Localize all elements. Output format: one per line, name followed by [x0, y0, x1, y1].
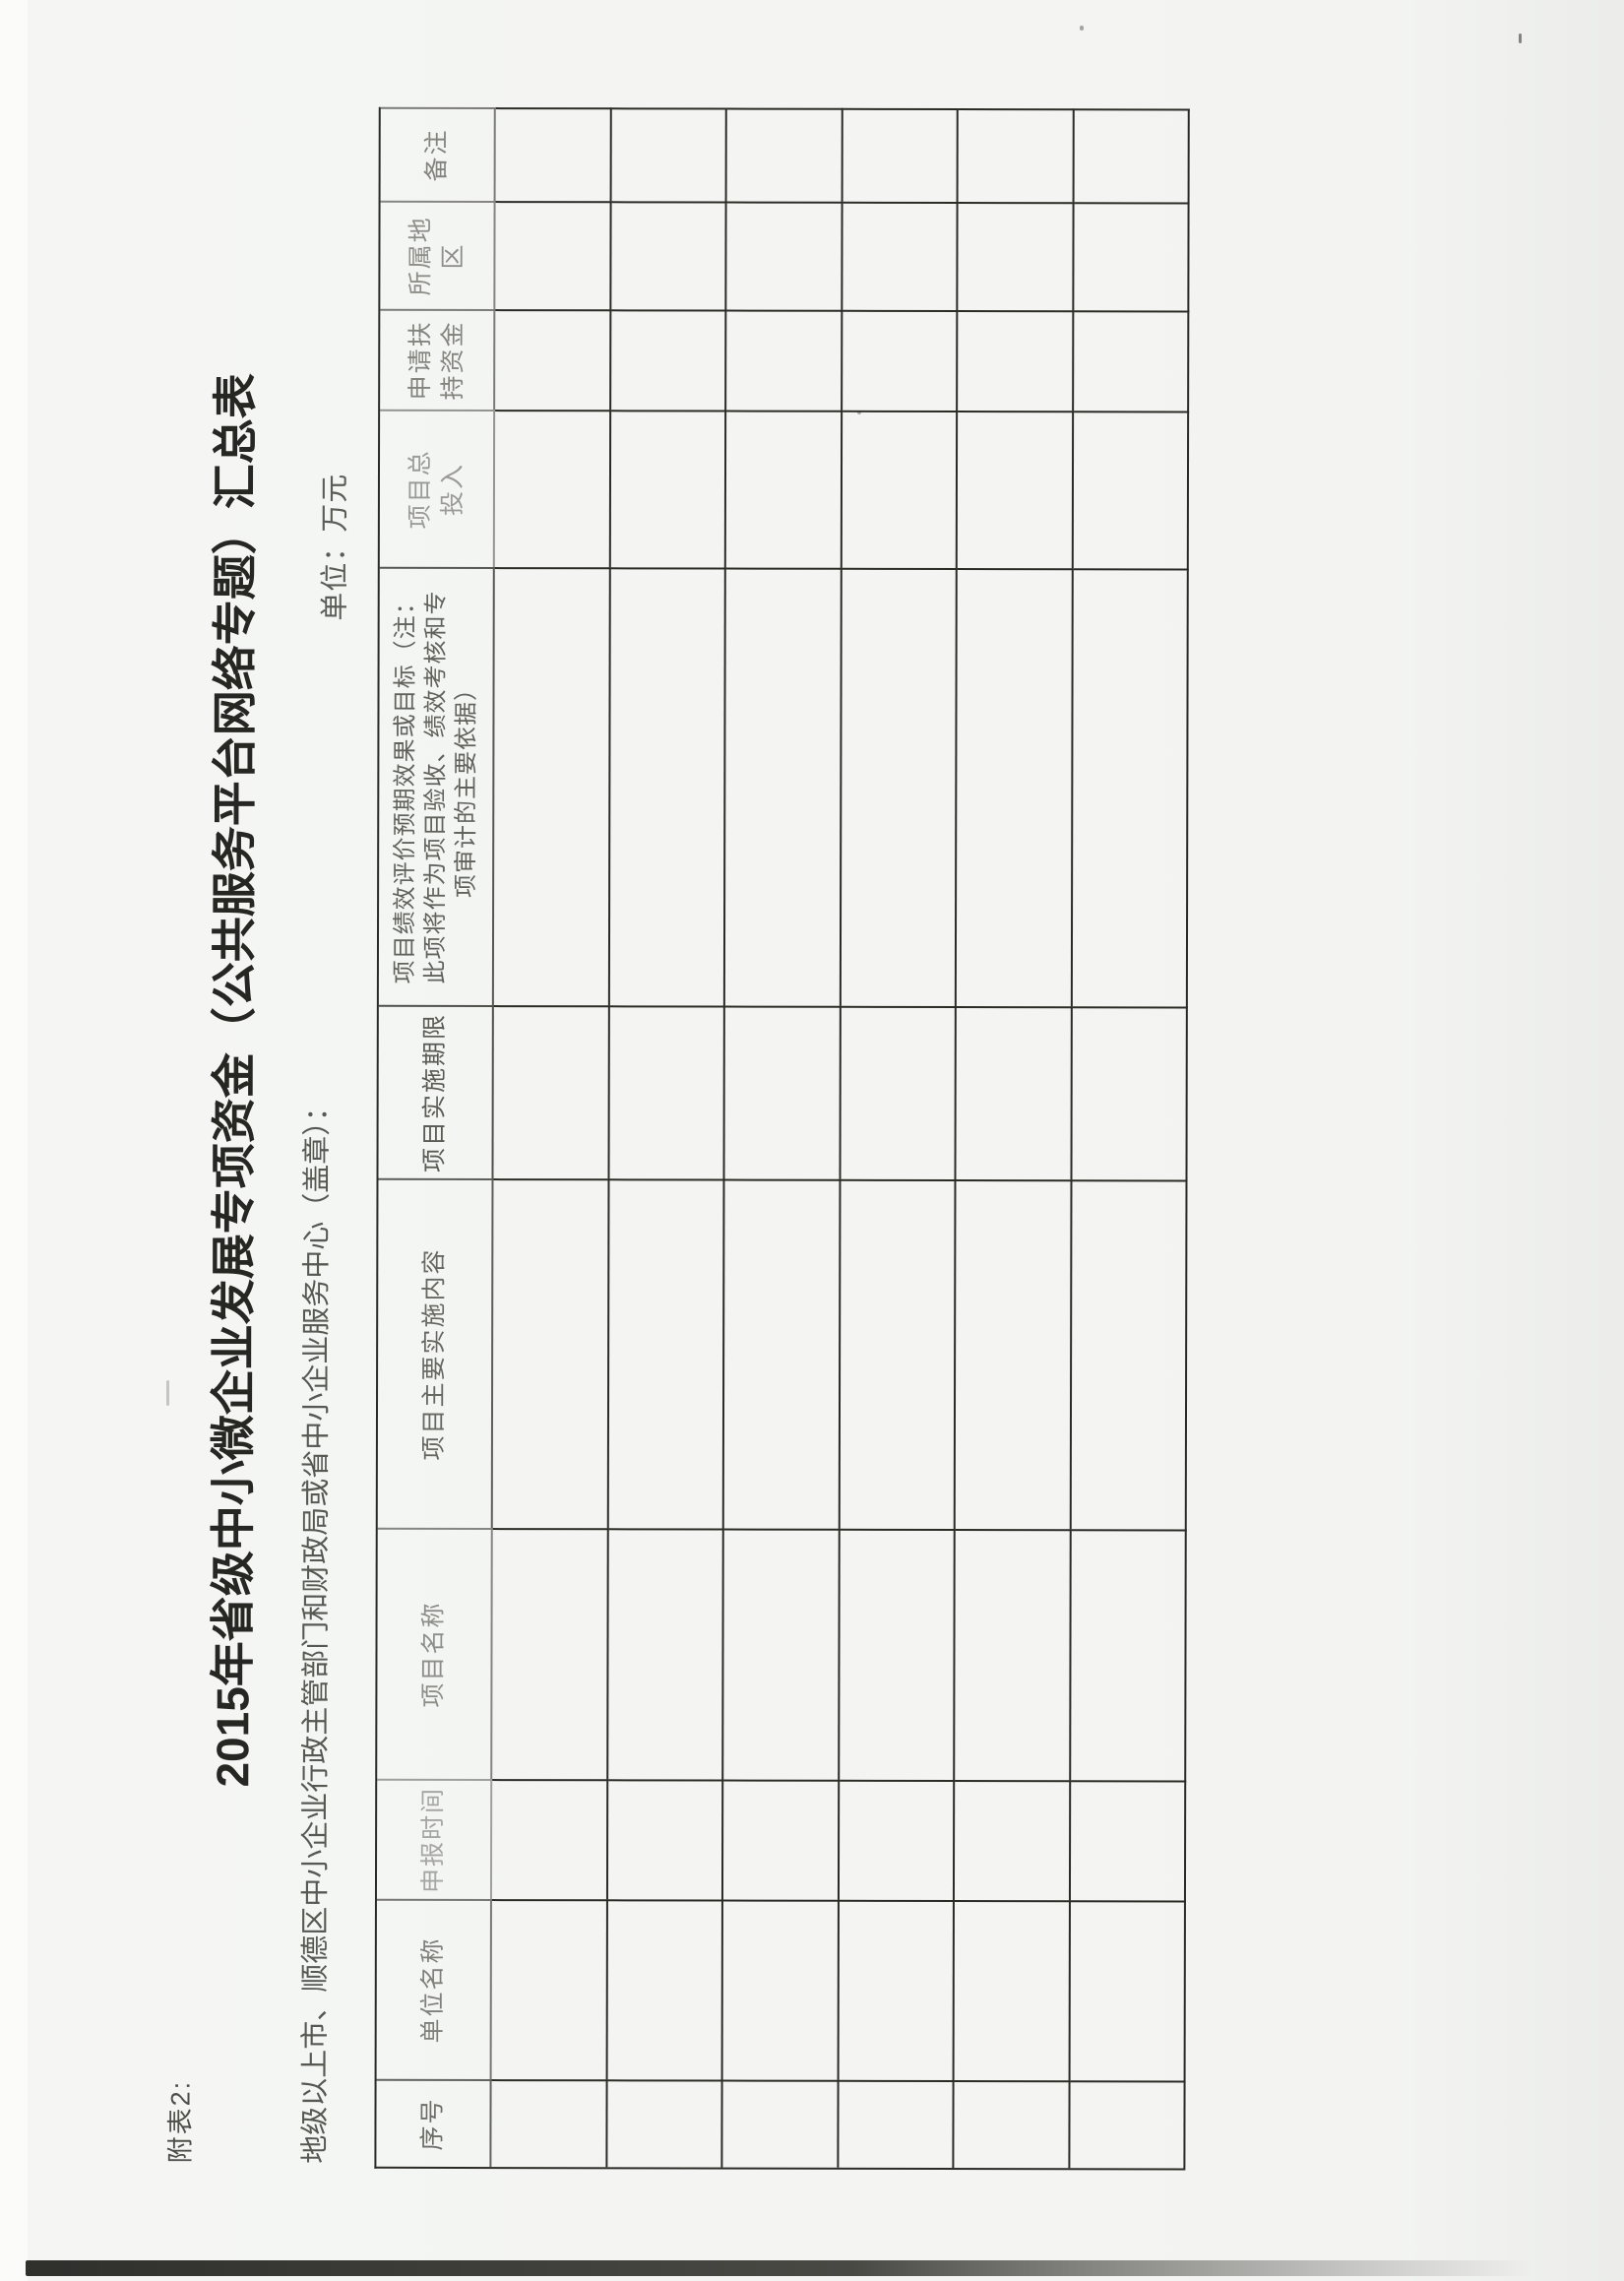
column-header-1: 单位名称 — [376, 1898, 492, 2080]
empty-cell-r6-c1 — [1069, 2080, 1186, 2169]
empty-cell-r1-c6 — [493, 1005, 610, 1179]
scan-bottom-edge-shadow — [26, 2260, 1531, 2276]
empty-cell-r4-c6 — [840, 1005, 957, 1180]
empty-cell-r2-c6 — [608, 1005, 725, 1179]
column-header-3: 项目名称 — [377, 1527, 493, 1780]
empty-cell-r3-c11 — [726, 107, 843, 202]
empty-cell-r3-c5 — [723, 1178, 841, 1529]
column-header-8: 申请扶 持资金 — [380, 308, 496, 411]
empty-cell-r1-c4 — [492, 1528, 609, 1780]
empty-cell-r1-c8 — [494, 410, 611, 568]
empty-cell-r4-c3 — [839, 1779, 956, 1901]
empty-cell-r2-c5 — [608, 1178, 725, 1529]
empty-cell-r4-c7 — [841, 567, 958, 1007]
empty-cell-r2-c2 — [607, 1899, 723, 2080]
empty-cell-r6-c7 — [1072, 568, 1189, 1007]
empty-cell-r4-c11 — [843, 107, 959, 203]
empty-cell-r2-c8 — [610, 410, 727, 568]
empty-cell-r5-c3 — [954, 1780, 1071, 1901]
scan-artifact — [1519, 33, 1522, 43]
empty-cell-r2-c4 — [607, 1528, 724, 1780]
empty-cell-r5-c7 — [956, 568, 1074, 1007]
empty-cell-r4-c2 — [839, 1899, 955, 2081]
column-header-7: 项目总 投入 — [379, 409, 496, 568]
column-header-2: 申报时间 — [376, 1778, 493, 1900]
empty-cell-r1-c7 — [493, 567, 611, 1006]
empty-cell-r1-c9 — [495, 309, 611, 411]
empty-cell-r6-c9 — [1073, 310, 1190, 412]
empty-cell-r6-c3 — [1070, 1780, 1187, 1901]
empty-cell-r1-c10 — [495, 201, 612, 310]
empty-cell-r5-c6 — [956, 1006, 1073, 1180]
empty-cell-r1-c5 — [492, 1178, 609, 1529]
empty-cell-r2-c7 — [609, 567, 726, 1006]
empty-cell-r2-c1 — [606, 2079, 723, 2168]
empty-cell-r3-c7 — [724, 567, 843, 1006]
subtitle-seal-line: 地级以上市、顺德区中小企业行政主管部门和财政局或省中小企业服务中心（盖章）： — [299, 1093, 334, 2164]
column-header-0: 序号 — [376, 2078, 492, 2168]
empty-cell-r5-c4 — [955, 1529, 1072, 1781]
empty-cell-r6-c4 — [1070, 1529, 1187, 1781]
column-header-9: 所属地 区 — [380, 200, 496, 310]
empty-cell-r2-c3 — [607, 1779, 724, 1900]
empty-cell-r5-c9 — [958, 310, 1074, 412]
empty-cell-r5-c5 — [955, 1179, 1072, 1530]
scan-artifact — [857, 411, 861, 414]
unit-of-measure-note: 单位：万元 — [319, 473, 351, 621]
scan-artifact — [1080, 26, 1084, 31]
empty-cell-r5-c2 — [954, 1900, 1071, 2081]
empty-cell-r5-c8 — [957, 411, 1074, 569]
empty-cell-r5-c11 — [958, 108, 1075, 203]
empty-cell-r1-c3 — [491, 1779, 608, 1900]
empty-cell-r3-c2 — [722, 1899, 840, 2080]
empty-cell-r6-c10 — [1073, 202, 1190, 311]
empty-cell-r2-c9 — [610, 309, 727, 411]
empty-cell-r3-c9 — [726, 309, 843, 411]
empty-cell-r3-c8 — [725, 410, 843, 568]
column-header-6: 项目绩效评价预期效果或目标（注： 此项将作为项目验收、绩效考核和专 项审计的主要… — [378, 566, 495, 1006]
empty-cell-r3-c10 — [726, 201, 843, 310]
scan-artifact — [166, 1380, 169, 1406]
empty-cell-r1-c11 — [495, 107, 612, 202]
empty-cell-r4-c5 — [840, 1178, 957, 1530]
empty-cell-r3-c4 — [723, 1528, 841, 1780]
empty-cell-r2-c11 — [611, 107, 727, 202]
summary-table: 序号 单位名称 申报时间 项目名称 项目主要实施内容 项目实施期限 项目绩效评价预期效果或目… — [374, 106, 1190, 2171]
page-left-margin-strip — [0, 0, 28, 2281]
column-header-5: 项目实施期限 — [378, 1004, 494, 1179]
empty-cell-r1-c1 — [491, 2079, 608, 2168]
empty-cell-r3-c3 — [722, 1779, 840, 1900]
empty-cell-r4-c4 — [839, 1528, 956, 1781]
column-header-4: 项目主要实施内容 — [377, 1177, 494, 1529]
empty-cell-r4-c9 — [842, 309, 959, 412]
empty-cell-r4-c10 — [842, 201, 959, 311]
empty-cell-r4-c1 — [838, 2079, 955, 2169]
form-number-label: 附表2: — [165, 2079, 196, 2164]
empty-cell-r1-c2 — [491, 1899, 608, 2080]
empty-cell-r2-c10 — [610, 201, 727, 310]
empty-cell-r6-c11 — [1074, 108, 1190, 203]
empty-cell-r6-c5 — [1071, 1179, 1188, 1530]
empty-cell-r3-c1 — [722, 2079, 840, 2168]
column-header-10: 备注 — [380, 106, 496, 202]
empty-cell-r3-c6 — [724, 1005, 842, 1179]
page-title: 2015年省级中小微企业发展专项资金（公共服务平台网络专题）汇总表 — [207, 373, 262, 1788]
empty-cell-r6-c8 — [1073, 411, 1190, 569]
empty-cell-r5-c10 — [958, 202, 1075, 311]
empty-cell-r5-c1 — [954, 2080, 1071, 2169]
empty-cell-r6-c2 — [1070, 1900, 1186, 2081]
empty-cell-r6-c6 — [1071, 1006, 1188, 1180]
empty-cell-r4-c8 — [842, 410, 959, 569]
